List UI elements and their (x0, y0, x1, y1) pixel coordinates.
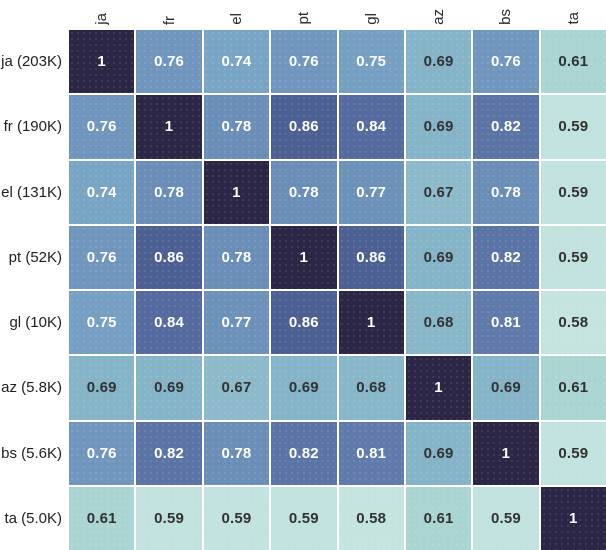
heatmap-cell-gl-az: 0.68 (405, 291, 472, 355)
heatmap-cell-ja-ja: 1 (69, 30, 135, 94)
heatmap-cell-ta-pt: 0.59 (271, 486, 337, 550)
heatmap-cell-ja-bs: 0.76 (473, 30, 539, 94)
row-label-az: az (5.8K) (0, 356, 67, 420)
column-header-label: pt (295, 12, 313, 25)
column-header-el: el (203, 0, 270, 28)
column-header-pt: pt (271, 0, 337, 28)
heatmap-cell-az-bs: 0.69 (473, 356, 539, 420)
heatmap-cell-ja-az: 0.69 (405, 30, 472, 94)
column-header-label: ja (93, 13, 111, 25)
axes-corner-spacer (0, 0, 67, 28)
heatmap-cell-pt-bs: 0.82 (473, 225, 539, 289)
heatmap-cell-ta-az: 0.61 (405, 486, 472, 550)
row-label-gl: gl (10K) (0, 291, 67, 355)
column-header-label: bs (497, 9, 515, 25)
column-header-ta: ta (540, 0, 606, 28)
heatmap-cell-pt-gl: 0.86 (338, 225, 404, 289)
heatmap-cell-ta-el: 0.59 (203, 486, 270, 550)
heatmap-cell-az-az: 1 (405, 356, 472, 420)
heatmap-cell-el-fr: 0.78 (136, 160, 202, 224)
heatmap-cell-az-fr: 0.69 (136, 356, 202, 420)
column-header-fr: fr (136, 0, 202, 28)
heatmap-cell-ta-ja: 0.61 (69, 486, 135, 550)
column-header-gl: gl (338, 0, 404, 28)
heatmap-cell-fr-fr: 1 (136, 95, 202, 159)
heatmap-cell-ja-gl: 0.75 (338, 30, 404, 94)
heatmap-cell-el-gl: 0.77 (338, 160, 404, 224)
row-label-ta: ta (5.0K) (0, 486, 67, 550)
heatmap-cell-ta-ta: 1 (540, 486, 606, 550)
heatmap-cell-bs-ja: 0.76 (69, 421, 135, 485)
heatmap-cell-az-pt: 0.69 (271, 356, 337, 420)
heatmap-cell-el-ja: 0.74 (69, 160, 135, 224)
heatmap-cell-ja-fr: 0.76 (136, 30, 202, 94)
heatmap-cell-fr-gl: 0.84 (338, 95, 404, 159)
heatmap-cell-bs-ta: 0.59 (540, 421, 606, 485)
heatmap-cell-pt-ja: 0.76 (69, 225, 135, 289)
heatmap-cell-el-ta: 0.59 (540, 160, 606, 224)
heatmap-cell-az-ja: 0.69 (69, 356, 135, 420)
row-label-fr: fr (190K) (0, 95, 67, 159)
heatmap-cell-gl-gl: 1 (338, 291, 404, 355)
column-header-az: az (405, 0, 472, 28)
column-header-ja: ja (69, 0, 135, 28)
row-label-el: el (131K) (0, 160, 67, 224)
heatmap-cell-gl-bs: 0.81 (473, 291, 539, 355)
heatmap-cell-fr-el: 0.78 (203, 95, 270, 159)
row-label-ja: ja (203K) (0, 30, 67, 94)
heatmap-cell-ta-gl: 0.58 (338, 486, 404, 550)
row-label-bs: bs (5.6K) (0, 421, 67, 485)
heatmap-cell-az-gl: 0.68 (338, 356, 404, 420)
heatmap-cell-gl-el: 0.77 (203, 291, 270, 355)
heatmap-cell-el-az: 0.67 (405, 160, 472, 224)
heatmap-cell-el-el: 1 (203, 160, 270, 224)
heatmap-cell-ja-el: 0.74 (203, 30, 270, 94)
heatmap-cell-el-bs: 0.78 (473, 160, 539, 224)
heatmap-cell-bs-el: 0.78 (203, 421, 270, 485)
heatmap-cell-az-el: 0.67 (203, 356, 270, 420)
column-header-label: el (227, 13, 245, 25)
heatmap-cell-gl-pt: 0.86 (271, 291, 337, 355)
heatmap-cell-bs-gl: 0.81 (338, 421, 404, 485)
heatmap-cell-bs-bs: 1 (473, 421, 539, 485)
column-header-label: gl (362, 13, 380, 25)
heatmap-cell-el-pt: 0.78 (271, 160, 337, 224)
heatmap-cell-pt-el: 0.78 (203, 225, 270, 289)
heatmap-cell-fr-pt: 0.86 (271, 95, 337, 159)
heatmap-cell-bs-az: 0.69 (405, 421, 472, 485)
heatmap-cell-bs-pt: 0.82 (271, 421, 337, 485)
heatmap-cell-fr-ja: 0.76 (69, 95, 135, 159)
heatmap-cell-pt-ta: 0.59 (540, 225, 606, 289)
heatmap-cell-gl-ta: 0.58 (540, 291, 606, 355)
heatmap-cell-ta-bs: 0.59 (473, 486, 539, 550)
heatmap-cell-ja-pt: 0.76 (271, 30, 337, 94)
heatmap-cell-fr-ta: 0.59 (540, 95, 606, 159)
column-header-bs: bs (473, 0, 539, 28)
heatmap-cell-pt-pt: 1 (271, 225, 337, 289)
heatmap-cell-ja-ta: 0.61 (540, 30, 606, 94)
heatmap-cell-fr-bs: 0.82 (473, 95, 539, 159)
heatmap-cell-gl-ja: 0.75 (69, 291, 135, 355)
column-header-label: ta (564, 12, 582, 25)
heatmap-cell-pt-fr: 0.86 (136, 225, 202, 289)
heatmap-cell-gl-fr: 0.84 (136, 291, 202, 355)
heatmap-cell-az-ta: 0.61 (540, 356, 606, 420)
column-header-label: az (430, 9, 448, 25)
heatmap-cell-ta-fr: 0.59 (136, 486, 202, 550)
row-label-pt: pt (52K) (0, 225, 67, 289)
heatmap-cell-fr-az: 0.69 (405, 95, 472, 159)
heatmap-cell-pt-az: 0.69 (405, 225, 472, 289)
heatmap-cell-bs-fr: 0.82 (136, 421, 202, 485)
column-header-label: fr (160, 15, 178, 25)
